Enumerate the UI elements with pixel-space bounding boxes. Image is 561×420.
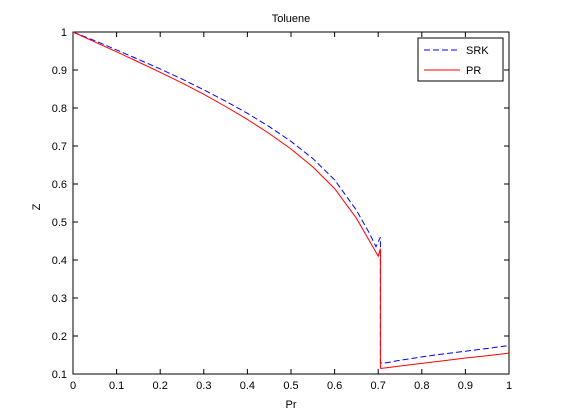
x-tick-label: 0.8 <box>414 380 429 392</box>
x-axis-label: Pr <box>286 399 297 411</box>
y-tick-label: 0.2 <box>52 331 67 343</box>
x-tick-label: 0 <box>70 380 76 392</box>
x-tick-label: 0.7 <box>371 380 386 392</box>
y-tick-label: 0.9 <box>52 65 67 77</box>
y-tick-label: 0.6 <box>52 179 67 191</box>
series-line-pr <box>72 31 510 369</box>
series-layer <box>72 31 510 369</box>
series-line-srk <box>72 31 510 364</box>
x-tick-label: 0.9 <box>458 380 473 392</box>
legend: SRK PR <box>417 37 504 82</box>
y-tick-label: 0.7 <box>52 141 67 153</box>
plot-area <box>72 31 510 375</box>
y-axis: 0.1 0.2 0.3 0.4 0.5 0.6 0.7 0.8 0.9 1 <box>52 27 509 381</box>
x-tick-label: 0.4 <box>240 380 255 392</box>
y-tick-label: 0.8 <box>52 103 67 115</box>
x-tick-label: 1 <box>506 380 512 392</box>
legend-label-srk: SRK <box>466 45 489 57</box>
x-tick-label: 0.1 <box>109 380 124 392</box>
x-tick-label: 0.5 <box>283 380 298 392</box>
legend-box <box>417 37 504 82</box>
x-tick-label: 0.2 <box>153 380 168 392</box>
x-axis: 0 0.1 0.2 0.3 0.4 0.5 0.6 0.7 0.8 0.9 1 <box>70 32 512 392</box>
y-tick-label: 0.5 <box>52 217 67 229</box>
x-tick-label: 0.6 <box>327 380 342 392</box>
x-tick-label: 0.3 <box>196 380 211 392</box>
y-axis-label: Z <box>31 203 43 210</box>
chart-title: Toluene <box>272 13 311 25</box>
y-tick-label: 0.4 <box>52 255 67 267</box>
y-tick-label: 0.1 <box>52 369 67 381</box>
y-tick-label: 1 <box>61 27 67 39</box>
y-tick-label: 0.3 <box>52 293 67 305</box>
legend-label-pr: PR <box>466 65 481 77</box>
